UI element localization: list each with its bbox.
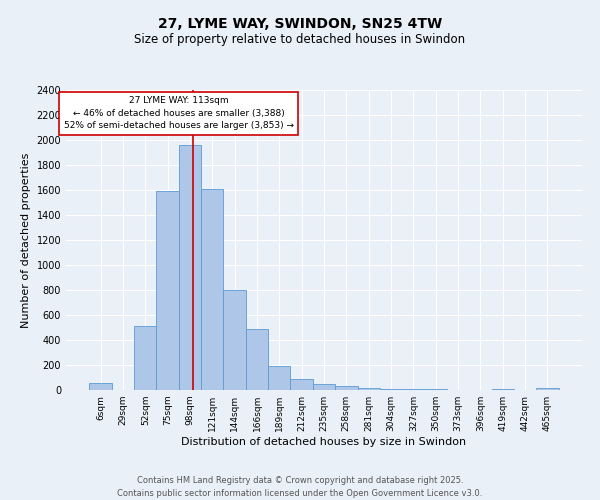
Text: 27, LYME WAY, SWINDON, SN25 4TW: 27, LYME WAY, SWINDON, SN25 4TW (158, 18, 442, 32)
Text: 27 LYME WAY: 113sqm
← 46% of detached houses are smaller (3,388)
52% of semi-det: 27 LYME WAY: 113sqm ← 46% of detached ho… (64, 96, 294, 130)
Bar (223, 290, 246, 390)
Bar (134, 326, 157, 390)
Bar (157, 191, 179, 390)
Bar (246, 329, 268, 390)
Bar (89, 383, 112, 390)
Text: Size of property relative to detached houses in Swindon: Size of property relative to detached ho… (134, 32, 466, 46)
Bar (380, 389, 402, 390)
Text: Contains HM Land Registry data © Crown copyright and database right 2025.
Contai: Contains HM Land Registry data © Crown c… (118, 476, 482, 498)
Bar (201, 188, 223, 390)
Bar (536, 388, 559, 390)
Bar (290, 379, 313, 390)
Bar (179, 145, 201, 390)
Bar (268, 366, 290, 390)
X-axis label: Distribution of detached houses by size in Swindon: Distribution of detached houses by size … (181, 437, 467, 447)
Bar (313, 384, 335, 390)
Bar (358, 388, 380, 390)
Y-axis label: Number of detached properties: Number of detached properties (21, 152, 31, 328)
Bar (335, 386, 358, 390)
